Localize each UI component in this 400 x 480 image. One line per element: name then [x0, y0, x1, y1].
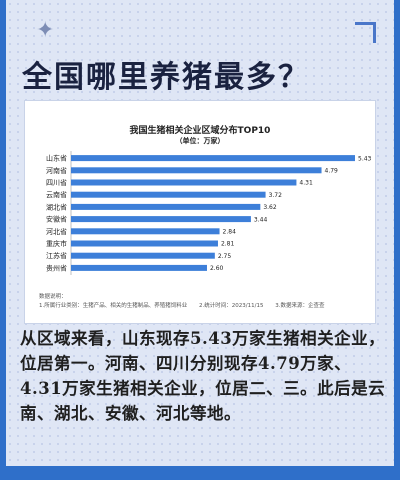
value-label: 4.31 — [299, 180, 313, 187]
category-label: 安徽省 — [46, 215, 67, 224]
value-label: 3.72 — [269, 192, 283, 199]
category-label: 河北省 — [46, 227, 67, 236]
note-item: 2.统计时间：2023/11/15 — [199, 303, 264, 309]
value-label: 2.75 — [218, 253, 232, 260]
bottom-frame — [0, 466, 400, 480]
value-label: 2.60 — [210, 265, 224, 272]
bar — [71, 216, 251, 223]
notes-label: 数据说明： — [39, 294, 67, 300]
bar — [71, 228, 220, 235]
value-label: 5.43 — [358, 155, 372, 162]
value-label: 4.79 — [325, 168, 339, 175]
bar — [71, 167, 322, 174]
category-label: 重庆市 — [46, 239, 67, 248]
chart-notes: 数据说明： 1.所属行业类别：生猪产品、相关的生猪制品、养殖猪饲料业 2.统计时… — [39, 293, 369, 311]
category-label: 贵州省 — [46, 263, 67, 272]
note-item: 1.所属行业类别：生猪产品、相关的生猪制品、养殖猪饲料业 — [39, 303, 188, 309]
bar — [71, 179, 297, 186]
category-label: 湖北省 — [46, 202, 67, 211]
category-label: 江苏省 — [46, 251, 67, 260]
notes-items: 1.所属行业类别：生猪产品、相关的生猪制品、养殖猪饲料业 2.统计时间：2023… — [39, 302, 369, 311]
sparkle-icon: ✦ — [36, 18, 55, 43]
value-label: 2.81 — [221, 241, 235, 248]
value-label: 3.44 — [254, 216, 268, 223]
bar — [71, 264, 207, 271]
chart-subtitle: （单位：万家） — [175, 137, 225, 145]
category-label: 四川省 — [46, 178, 67, 187]
bar — [71, 203, 261, 210]
page-background: ✦ 全国哪里养猪最多？ 我国生猪相关企业区域分布TOP10 （单位：万家） 山东… — [6, 0, 394, 480]
bar — [71, 240, 218, 247]
chart-title: 我国生猪相关企业区域分布TOP10 — [129, 126, 271, 136]
bar — [71, 155, 355, 162]
bar-chart: 山东省 5.43 河南省 4.79 四川省 4.31 云南省 3.72 湖北省 3.62 安徽省 3.… — [46, 151, 372, 275]
chart-card: 我国生猪相关企业区域分布TOP10 （单位：万家） 山东省 5.43 河南省 4.79… — [24, 100, 376, 324]
bar — [71, 191, 266, 198]
category-label: 云南省 — [46, 190, 67, 199]
value-label: 3.62 — [263, 204, 277, 211]
note-item: 3.数据来源：企查查 — [275, 303, 325, 309]
category-label: 山东省 — [46, 154, 67, 163]
value-label: 2.84 — [223, 229, 237, 236]
corner-decoration — [355, 22, 376, 43]
article-paragraph: 从区域来看，山东现存5.43万家生猪相关企业，位居第一。河南、四川分别现存4.7… — [20, 329, 386, 423]
bar — [71, 252, 215, 259]
page-title: 全国哪里养猪最多？ — [22, 60, 310, 95]
category-label: 河南省 — [46, 166, 67, 175]
